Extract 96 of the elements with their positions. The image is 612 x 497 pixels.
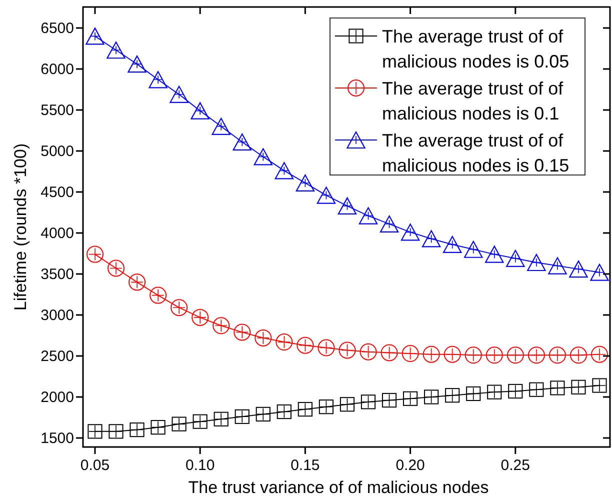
point bbox=[234, 409, 250, 424]
point bbox=[234, 324, 251, 341]
point bbox=[592, 378, 607, 393]
point bbox=[464, 346, 482, 364]
point bbox=[340, 397, 355, 412]
point bbox=[128, 56, 146, 73]
point bbox=[466, 386, 481, 401]
point bbox=[380, 215, 399, 233]
point bbox=[590, 264, 609, 281]
y-tick-label: 5000 bbox=[40, 143, 74, 160]
point bbox=[88, 424, 102, 439]
point bbox=[424, 390, 439, 404]
point bbox=[486, 346, 503, 364]
point bbox=[445, 388, 460, 403]
x-tick-label: 0.25 bbox=[500, 457, 530, 474]
point bbox=[256, 406, 270, 422]
point bbox=[296, 174, 315, 192]
y-tick-label: 4500 bbox=[40, 184, 74, 202]
point bbox=[338, 197, 357, 214]
point bbox=[442, 236, 462, 254]
point bbox=[403, 391, 418, 406]
point bbox=[360, 394, 376, 410]
point bbox=[506, 346, 524, 364]
y-tick-label: 6000 bbox=[40, 61, 74, 78]
point bbox=[150, 286, 167, 304]
point bbox=[316, 186, 336, 204]
y-tick-label: 5500 bbox=[40, 102, 74, 120]
point bbox=[192, 414, 208, 429]
point bbox=[527, 254, 546, 272]
point bbox=[86, 28, 104, 45]
point bbox=[318, 339, 335, 356]
point bbox=[444, 346, 461, 363]
point bbox=[402, 345, 419, 362]
point bbox=[150, 420, 166, 435]
point bbox=[170, 86, 188, 103]
point bbox=[190, 102, 210, 120]
y-tick-label: 2500 bbox=[40, 348, 74, 366]
point bbox=[382, 392, 397, 408]
point bbox=[108, 424, 124, 439]
point bbox=[274, 162, 294, 180]
point bbox=[422, 346, 440, 363]
y-tick-label: 3500 bbox=[40, 266, 74, 284]
point bbox=[508, 384, 523, 399]
point bbox=[548, 346, 566, 364]
point bbox=[506, 250, 525, 267]
legend-label: The average trust of of malicious nodes is 0.15 bbox=[382, 130, 570, 176]
point bbox=[360, 343, 377, 360]
y-tick-label: 3000 bbox=[40, 307, 74, 324]
point bbox=[298, 402, 312, 417]
point bbox=[232, 133, 252, 151]
y-tick-label: 1500 bbox=[40, 430, 74, 448]
y-axis-title: Lifetime (rounds *100) bbox=[11, 143, 30, 311]
point bbox=[529, 382, 544, 397]
point bbox=[548, 257, 567, 274]
point bbox=[590, 346, 608, 363]
point bbox=[214, 412, 228, 426]
point bbox=[296, 336, 314, 354]
point bbox=[358, 207, 378, 224]
point bbox=[212, 118, 230, 135]
point bbox=[254, 329, 272, 346]
point bbox=[254, 148, 272, 166]
x-tick-label: 0.05 bbox=[80, 457, 110, 474]
point bbox=[338, 342, 356, 359]
point bbox=[571, 380, 586, 394]
point bbox=[318, 400, 334, 414]
point bbox=[130, 422, 144, 438]
point bbox=[487, 384, 502, 400]
point bbox=[212, 317, 230, 334]
point bbox=[148, 71, 168, 88]
legend-label: The average trust of of malicious nodes is 0.1 bbox=[382, 78, 564, 124]
point bbox=[550, 380, 565, 396]
point bbox=[276, 334, 293, 351]
x-axis-title: The trust variance of of malicious nodes bbox=[188, 478, 489, 497]
point bbox=[380, 344, 398, 362]
point bbox=[106, 42, 126, 59]
point bbox=[528, 346, 545, 364]
point bbox=[422, 230, 441, 248]
point bbox=[172, 416, 186, 432]
point bbox=[464, 240, 483, 258]
point bbox=[86, 246, 104, 263]
point bbox=[128, 274, 146, 291]
point bbox=[170, 299, 188, 316]
y-tick-label: 4000 bbox=[40, 225, 74, 242]
point bbox=[569, 260, 588, 278]
point bbox=[570, 346, 587, 364]
y-tick-label: 6500 bbox=[40, 20, 74, 38]
point bbox=[276, 404, 292, 420]
legend-label: The average trust of of malicious nodes is 0.05 bbox=[382, 26, 570, 72]
x-tick-label: 0.15 bbox=[290, 457, 320, 474]
y-tick-label: 2000 bbox=[40, 389, 74, 406]
point bbox=[192, 308, 209, 326]
x-tick-label: 0.20 bbox=[396, 457, 425, 474]
point bbox=[485, 246, 504, 263]
point bbox=[400, 224, 420, 241]
point bbox=[108, 260, 125, 277]
x-tick-label: 0.10 bbox=[185, 457, 215, 474]
